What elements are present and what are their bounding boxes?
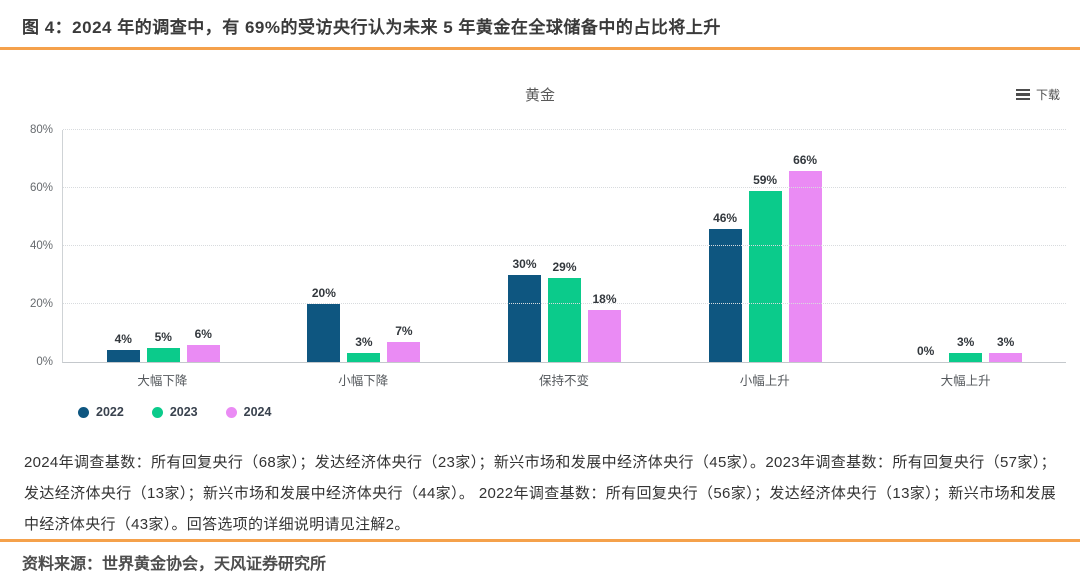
bar-value-label: 6% (194, 326, 212, 341)
bar-2024: 3% (989, 335, 1023, 362)
legend-label: 2023 (169, 405, 198, 419)
bar-value-label: 7% (395, 323, 413, 338)
download-label: 下载 (1035, 88, 1060, 102)
hamburger-menu-icon (1015, 88, 1030, 101)
bar-2024: 18% (587, 292, 621, 362)
bar-value-label: 3% (957, 335, 975, 350)
bar-group: 4% 5% 6% (63, 130, 264, 362)
bar-value-label: 30% (512, 257, 537, 271)
legend-item-2022[interactable]: 2022 (78, 405, 124, 419)
bar-2024: 6% (186, 327, 220, 362)
bar-2024: 7% (387, 324, 421, 362)
y-axis-tick-40: 40% (29, 240, 53, 252)
y-axis-tick-20: 20% (29, 298, 53, 310)
bar-2023: 5% (146, 330, 180, 362)
gridline-80 (63, 129, 1066, 130)
bar-group: 20% 3% 7% (264, 130, 465, 362)
bar-2024: 66% (788, 153, 822, 362)
x-axis-label: 大幅下降 (137, 374, 188, 388)
bar-groups: 4% 5% 6% 20% 3% 7% 30% 29% 18% 46% 59% 66% 0% 3% 3% (63, 130, 1066, 362)
legend-dot-icon (151, 406, 163, 418)
data-source-line: 资料来源：世界黄金协会，天风证券研究所 (22, 556, 327, 573)
legend-dot-icon (78, 406, 89, 418)
legend-label: 2022 (96, 405, 124, 419)
bar-value-label: 20% (311, 286, 336, 300)
gridline-60 (63, 187, 1066, 188)
chart-title: 黄金 (524, 87, 555, 104)
y-axis-tick-60: 60% (29, 182, 53, 194)
bar-2022: 46% (708, 211, 742, 362)
x-axis-label: 小幅上升 (739, 374, 790, 388)
legend-item-2023[interactable]: 2023 (151, 405, 198, 419)
x-axis-label: 保持不变 (538, 374, 589, 388)
chart-legend: 2022 2023 2024 (78, 405, 1066, 419)
chart-header: 黄金 下载 (14, 84, 1066, 106)
bar-2022: 4% (106, 332, 140, 362)
download-button[interactable]: 下载 (1015, 86, 1060, 103)
y-axis-tick-0: 0% (36, 356, 53, 368)
top-accent-divider (0, 47, 1080, 50)
x-axis-label: 大幅上升 (940, 374, 991, 388)
gridline-40 (63, 245, 1066, 246)
x-axis-labels: 大幅下降 小幅下降 保持不变 小幅上升 大幅上升 (62, 370, 1066, 389)
figure-title: 图 4：2024 年的调查中，有 69%的受访央行认为未来 5 年黄金在全球储备… (22, 18, 721, 37)
legend-dot-icon (225, 406, 237, 418)
bottom-accent-divider (0, 539, 1080, 542)
bar-2023: 59% (748, 173, 782, 362)
bar-value-label: 5% (154, 329, 172, 344)
legend-item-2024[interactable]: 2024 (225, 405, 272, 419)
bar-value-label: 29% (552, 259, 577, 274)
bar-value-label: 66% (793, 152, 818, 167)
figure-header: 图 4：2024 年的调查中，有 69%的受访央行认为未来 5 年黄金在全球储备… (0, 0, 1080, 47)
bar-value-label: 46% (713, 210, 738, 225)
bar-value-label: 4% (114, 332, 132, 347)
bar-group: 0% 3% 3% (865, 130, 1066, 362)
footnote-text: 2024年调查基数：所有回复央行（68家）；发达经济体央行（23家）；新兴市场和… (24, 454, 1056, 533)
bar-2022: 20% (307, 286, 341, 362)
bar-value-label: 59% (753, 172, 778, 187)
bar-group: 30% 29% 18% (464, 130, 665, 362)
x-axis-label: 小幅下降 (338, 374, 389, 388)
bar-2022: 30% (507, 257, 541, 362)
bar-group: 46% 59% 66% (665, 130, 866, 362)
chart-widget: 黄金 下载 4% 5% 6% 20% 3% 7% 30% 29% 18% 46% 59% 66% 0% 3… (14, 50, 1066, 419)
bar-value-label: 3% (997, 335, 1015, 350)
bar-value-label: 18% (592, 291, 617, 306)
bar-value-label: 0% (917, 344, 935, 358)
bar-2023: 29% (547, 260, 581, 362)
bar-value-label: 3% (355, 335, 373, 350)
bar-2023: 3% (949, 335, 983, 362)
y-axis-tick-80: 80% (29, 124, 53, 136)
bar-2023: 3% (347, 335, 381, 362)
legend-label: 2024 (243, 405, 272, 419)
gridline-20 (63, 303, 1066, 304)
bar-chart-plot-area: 4% 5% 6% 20% 3% 7% 30% 29% 18% 46% 59% 66% 0% 3% 3% 0%… (30, 124, 1066, 368)
